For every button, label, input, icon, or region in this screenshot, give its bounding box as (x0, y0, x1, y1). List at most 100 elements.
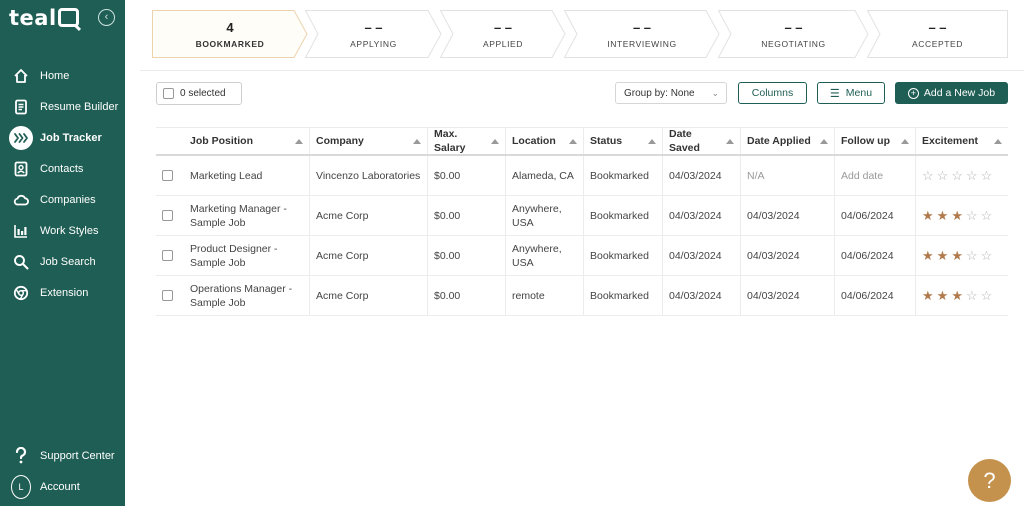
header-location[interactable]: Location (506, 128, 584, 154)
group-by-select[interactable]: Group by: None ⌄ (615, 82, 727, 104)
sidebar-item-home[interactable]: Home (0, 60, 125, 91)
select-all-control[interactable]: 0 selected (156, 82, 242, 105)
sidebar-item-extension[interactable]: Extension (0, 277, 125, 308)
star-filled-icon[interactable]: ★ (922, 288, 934, 303)
cell-follow-up[interactable]: 04/06/2024 (835, 236, 916, 275)
teal-logo[interactable]: teal (9, 6, 79, 30)
star-filled-icon[interactable]: ★ (936, 248, 949, 263)
row-checkbox[interactable] (162, 250, 173, 261)
sort-icon[interactable] (491, 139, 499, 144)
cell-status[interactable]: Bookmarked (584, 236, 663, 275)
cell-status[interactable]: Bookmarked (584, 276, 663, 315)
table-row[interactable]: Operations Manager - Sample Job Acme Cor… (156, 276, 1008, 316)
star-empty-icon[interactable]: ☆ (951, 168, 963, 183)
cell-salary[interactable]: $0.00 (428, 236, 506, 275)
sort-icon[interactable] (295, 139, 303, 144)
cell-location[interactable]: Anywhere, USA (506, 236, 584, 275)
stage-applying[interactable]: – – APPLYING (305, 10, 442, 58)
star-empty-icon[interactable]: ☆ (980, 248, 993, 263)
cell-excitement[interactable]: ★ ★ ★ ☆ ☆ (916, 236, 1008, 275)
sidebar-item-companies[interactable]: Companies (0, 184, 125, 215)
cell-position[interactable]: Product Designer - Sample Job (184, 236, 310, 275)
star-filled-icon[interactable]: ★ (936, 288, 949, 303)
excitement-stars[interactable]: ★ ★ ★ ☆ ☆ (922, 249, 992, 262)
cell-salary[interactable]: $0.00 (428, 156, 506, 195)
star-empty-icon[interactable]: ☆ (965, 248, 978, 263)
star-filled-icon[interactable]: ★ (936, 208, 949, 223)
star-empty-icon[interactable]: ☆ (965, 208, 978, 223)
cell-company[interactable]: Acme Corp (310, 236, 428, 275)
cell-company[interactable]: Vincenzo Laboratories (310, 156, 428, 195)
excitement-stars[interactable]: ★ ★ ★ ☆ ☆ (922, 209, 992, 222)
cell-excitement[interactable]: ★ ★ ★ ☆ ☆ (916, 196, 1008, 235)
cell-follow-up[interactable]: 04/06/2024 (835, 276, 916, 315)
cell-date-saved[interactable]: 04/03/2024 (663, 236, 741, 275)
table-row[interactable]: Marketing Lead Vincenzo Laboratories $0.… (156, 156, 1008, 196)
cell-location[interactable]: Anywhere, USA (506, 196, 584, 235)
cell-date-applied[interactable]: N/A (741, 156, 835, 195)
sort-icon[interactable] (994, 139, 1002, 144)
stage-negotiating[interactable]: – – NEGOTIATING (718, 10, 869, 58)
cell-date-saved[interactable]: 04/03/2024 (663, 156, 741, 195)
header-company[interactable]: Company (310, 128, 428, 154)
excitement-stars[interactable]: ☆ ☆ ☆ ☆ ☆ (922, 169, 992, 182)
cell-date-applied[interactable]: 04/03/2024 (741, 196, 835, 235)
table-row[interactable]: Marketing Manager - Sample Job Acme Corp… (156, 196, 1008, 236)
cell-company[interactable]: Acme Corp (310, 196, 428, 235)
help-button[interactable]: ? (968, 459, 1011, 502)
star-empty-icon[interactable]: ☆ (980, 288, 993, 303)
stage-accepted[interactable]: – – ACCEPTED (867, 10, 1008, 58)
sort-icon[interactable] (413, 139, 421, 144)
row-checkbox[interactable] (162, 170, 173, 181)
menu-button[interactable]: ☰ Menu (817, 82, 885, 104)
cell-follow-up[interactable]: 04/06/2024 (835, 196, 916, 235)
row-checkbox[interactable] (162, 290, 173, 301)
header-date-saved[interactable]: Date Saved (663, 128, 741, 154)
add-new-job-button[interactable]: + Add a New Job (895, 82, 1008, 104)
sidebar-item-job-tracker[interactable]: Job Tracker (0, 122, 125, 153)
header-status[interactable]: Status (584, 128, 663, 154)
sidebar-item-job-search[interactable]: Job Search (0, 246, 125, 277)
star-empty-icon[interactable]: ☆ (965, 168, 978, 183)
header-job-position[interactable]: Job Position (184, 128, 310, 154)
select-all-checkbox[interactable] (163, 88, 174, 99)
sidebar-item-resume-builder[interactable]: Resume Builder (0, 91, 125, 122)
sidebar-item-account[interactable]: L Account (0, 471, 125, 502)
cell-position[interactable]: Marketing Lead (184, 156, 310, 195)
cell-date-saved[interactable]: 04/03/2024 (663, 196, 741, 235)
header-date-applied[interactable]: Date Applied (741, 128, 835, 154)
sort-icon[interactable] (648, 139, 656, 144)
cell-status[interactable]: Bookmarked (584, 196, 663, 235)
header-excitement[interactable]: Excitement (916, 128, 1008, 154)
sort-icon[interactable] (820, 139, 828, 144)
stage-bookmarked[interactable]: 4 BOOKMARKED (152, 10, 308, 58)
cell-follow-up[interactable]: Add date (835, 156, 916, 195)
cell-salary[interactable]: $0.00 (428, 276, 506, 315)
sidebar-item-work-styles[interactable]: Work Styles (0, 215, 125, 246)
star-empty-icon[interactable]: ☆ (922, 168, 934, 183)
stage-interviewing[interactable]: – – INTERVIEWING (564, 10, 720, 58)
row-checkbox[interactable] (162, 210, 173, 221)
cell-date-saved[interactable]: 04/03/2024 (663, 276, 741, 315)
star-filled-icon[interactable]: ★ (951, 288, 963, 303)
cell-status[interactable]: Bookmarked (584, 156, 663, 195)
excitement-stars[interactable]: ★ ★ ★ ☆ ☆ (922, 289, 992, 302)
columns-button[interactable]: Columns (738, 82, 807, 104)
star-filled-icon[interactable]: ★ (951, 208, 963, 223)
cell-location[interactable]: remote (506, 276, 584, 315)
cell-position[interactable]: Operations Manager - Sample Job (184, 276, 310, 315)
cell-salary[interactable]: $0.00 (428, 196, 506, 235)
cell-company[interactable]: Acme Corp (310, 276, 428, 315)
cell-position[interactable]: Marketing Manager - Sample Job (184, 196, 310, 235)
star-empty-icon[interactable]: ☆ (980, 208, 993, 223)
star-empty-icon[interactable]: ☆ (936, 168, 949, 183)
sort-icon[interactable] (569, 139, 577, 144)
sort-icon[interactable] (901, 139, 909, 144)
cell-excitement[interactable]: ★ ★ ★ ☆ ☆ (916, 276, 1008, 315)
collapse-sidebar-icon[interactable]: ‹ (98, 9, 115, 26)
star-filled-icon[interactable]: ★ (922, 208, 934, 223)
sidebar-item-contacts[interactable]: Contacts (0, 153, 125, 184)
stage-applied[interactable]: – – APPLIED (440, 10, 566, 58)
header-follow-up[interactable]: Follow up (835, 128, 916, 154)
star-filled-icon[interactable]: ★ (922, 248, 934, 263)
